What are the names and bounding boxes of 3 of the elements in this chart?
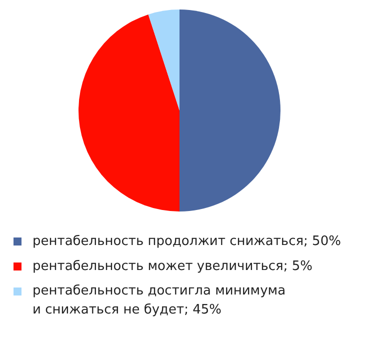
legend-label: рентабельность достигла минимума и снижаться не будет; 45% bbox=[32, 284, 286, 318]
legend-label: рентабельность продолжит снижаться; 50% bbox=[32, 234, 341, 249]
legend-label: рентабельность может увеличиться; 5% bbox=[32, 259, 312, 274]
